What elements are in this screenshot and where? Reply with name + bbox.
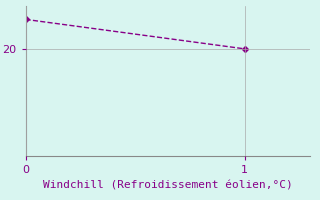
X-axis label: Windchill (Refroidissement éolien,°C): Windchill (Refroidissement éolien,°C) <box>43 181 293 191</box>
